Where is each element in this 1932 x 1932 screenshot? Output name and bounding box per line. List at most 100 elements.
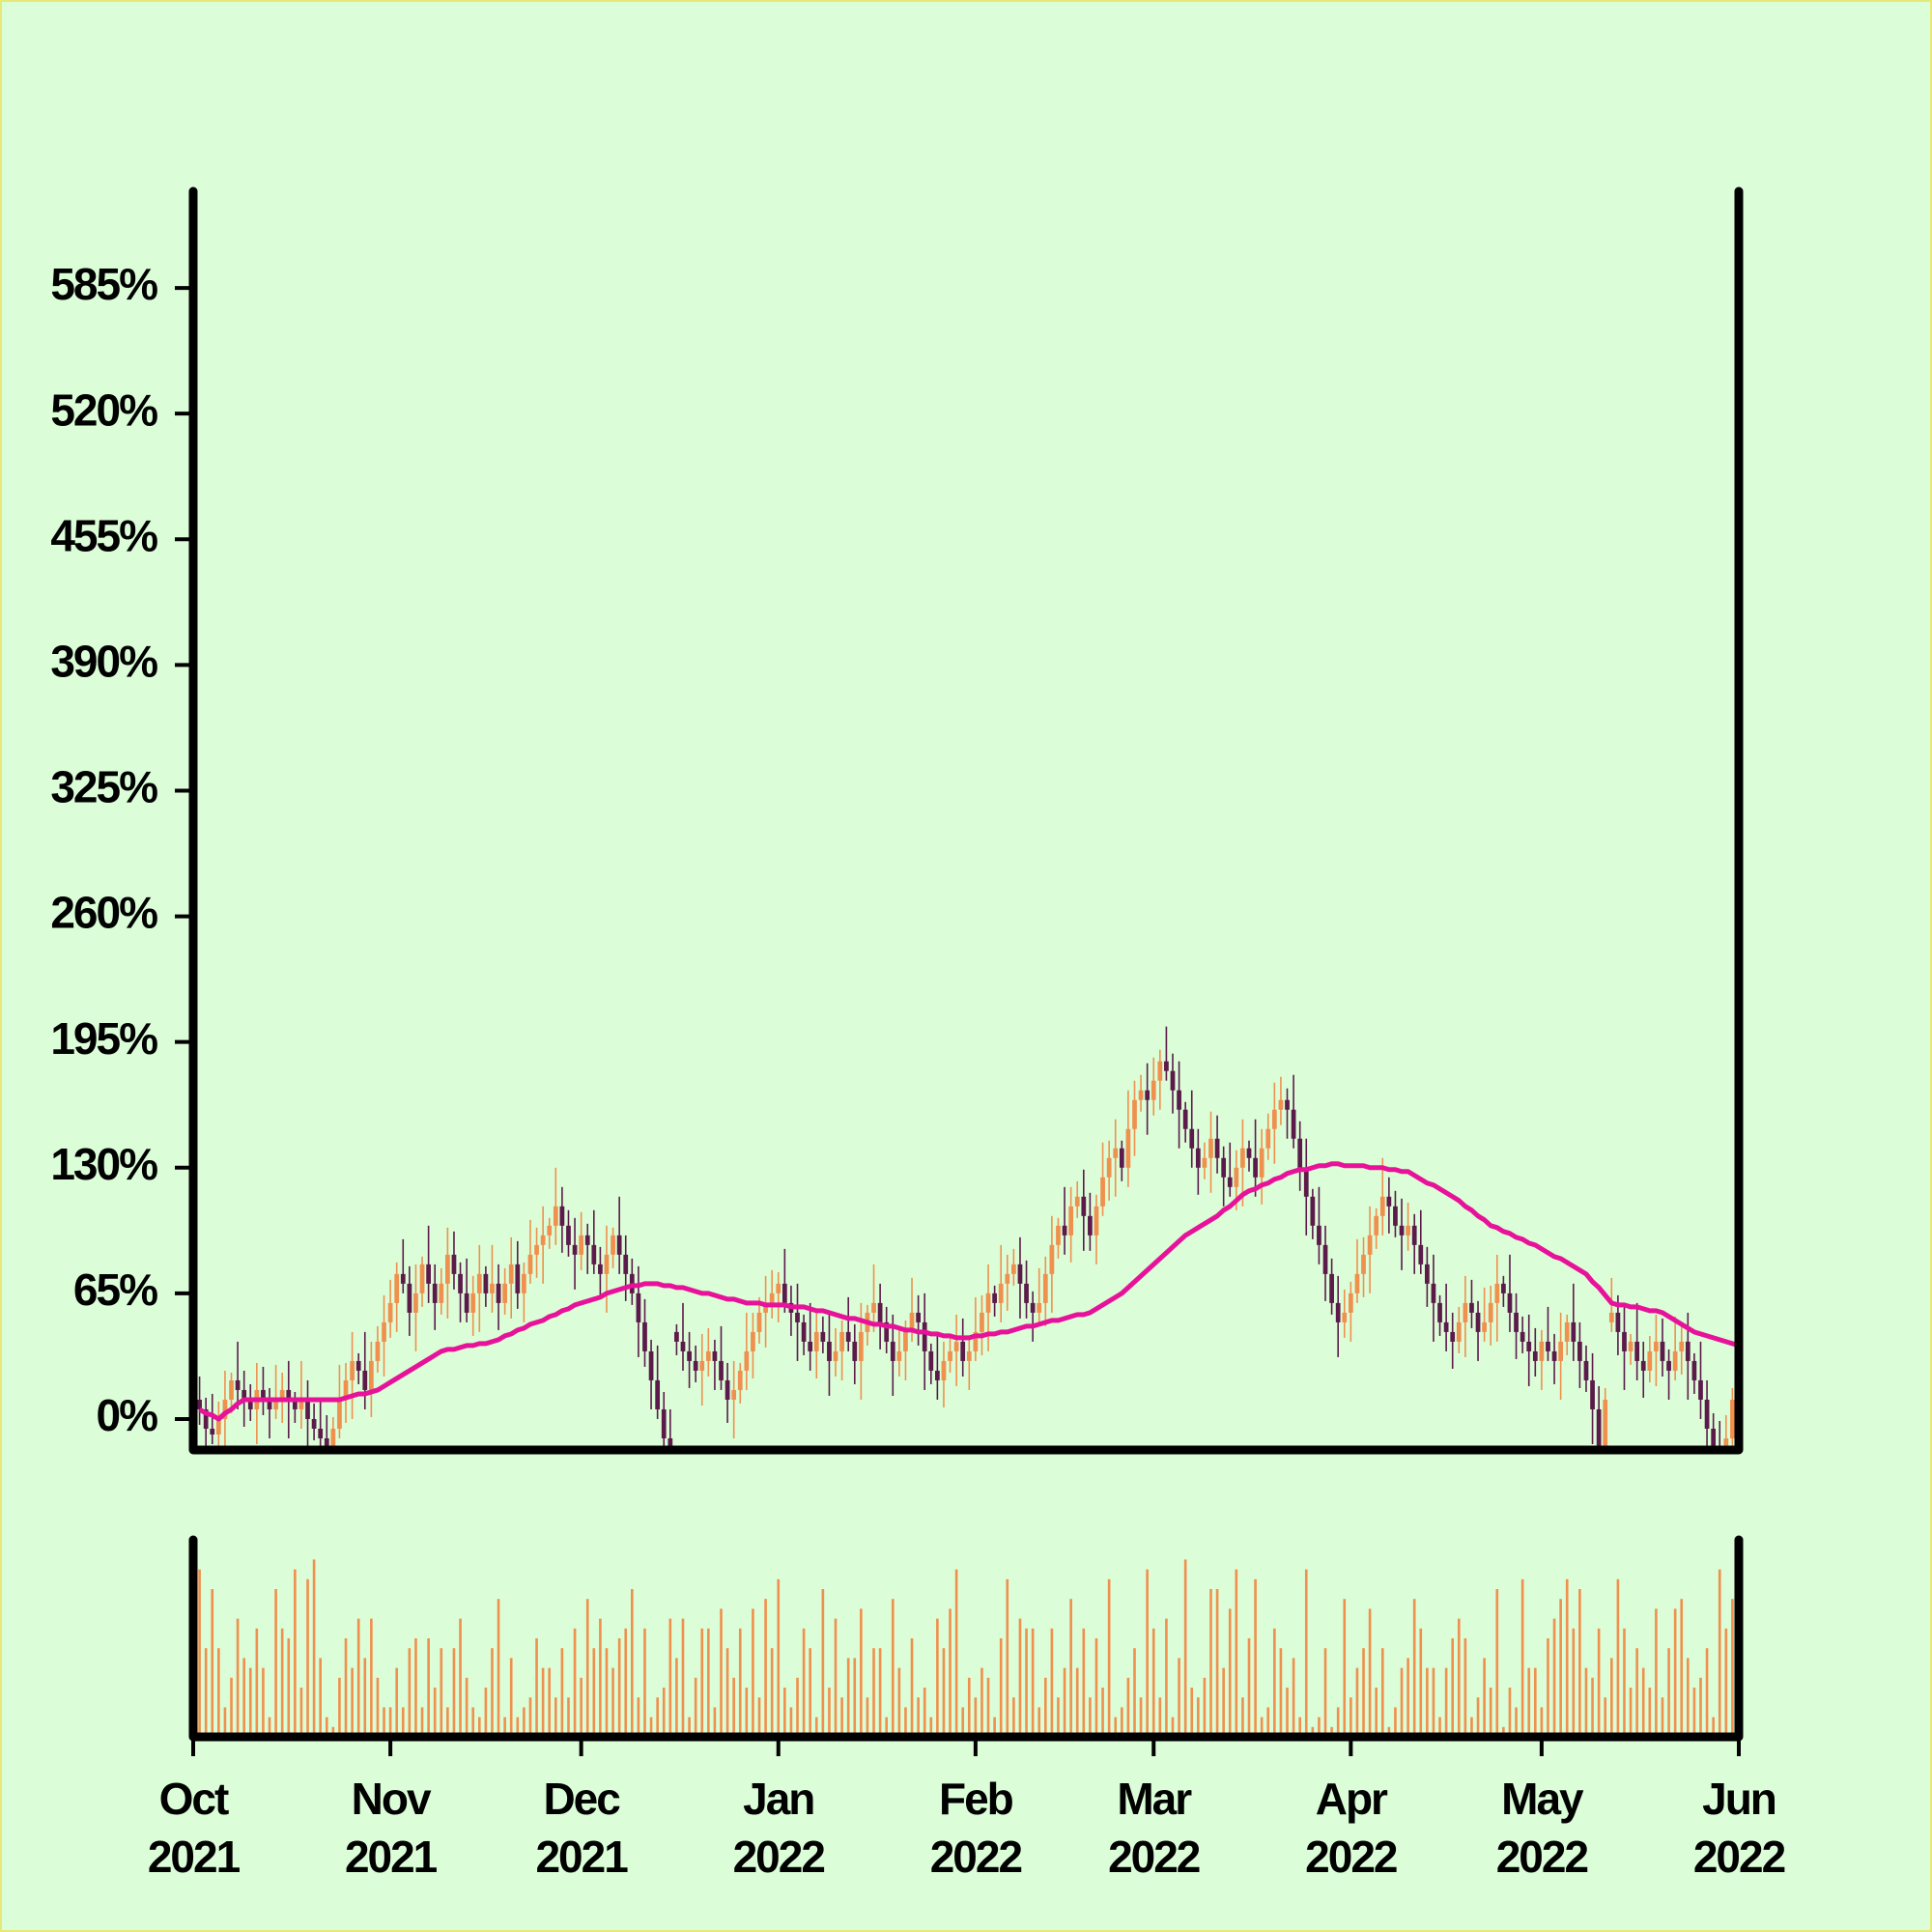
volume-bar <box>904 1707 907 1737</box>
candle-body <box>508 1264 514 1284</box>
candle-body <box>1164 1061 1169 1071</box>
volume-bar <box>974 1697 978 1737</box>
volume-bar <box>230 1677 233 1737</box>
candle-body <box>540 1235 546 1245</box>
candle-body <box>655 1379 661 1409</box>
candle-body <box>808 1341 813 1351</box>
volume-bar <box>1712 1717 1715 1737</box>
candle-body <box>890 1341 895 1361</box>
volume-bar <box>1515 1707 1518 1737</box>
volume-bar <box>1527 1667 1531 1737</box>
candle-body <box>724 1379 730 1400</box>
volume-bar <box>363 1658 367 1737</box>
candle-body <box>1042 1273 1048 1303</box>
volume-bar <box>1629 1688 1633 1737</box>
candle-body <box>1151 1080 1156 1100</box>
y-tick-label: 130% <box>50 1139 157 1189</box>
volume-bar <box>1094 1638 1098 1737</box>
volume-bar <box>312 1559 316 1737</box>
volume-bar <box>897 1667 901 1737</box>
y-tick-label: 455% <box>50 510 157 560</box>
volume-bar <box>376 1677 380 1737</box>
volume-bar <box>1489 1688 1492 1737</box>
volume-bar <box>1146 1569 1149 1737</box>
candle-body <box>642 1321 647 1351</box>
volume-bar <box>675 1658 678 1737</box>
candle-body <box>1056 1225 1061 1245</box>
candle-body <box>584 1235 590 1245</box>
candle-body <box>751 1331 755 1351</box>
candle-body <box>242 1389 247 1400</box>
candle-body <box>1608 1312 1614 1322</box>
candle-body <box>318 1428 324 1438</box>
volume-bar <box>1025 1628 1028 1737</box>
candle-body <box>648 1350 654 1380</box>
candle-body <box>1615 1312 1621 1332</box>
volume-bar <box>1609 1658 1613 1737</box>
y-tick-label: 585% <box>50 259 157 309</box>
candle-body <box>1443 1321 1449 1332</box>
volume-bar <box>942 1648 946 1737</box>
candle-body <box>719 1360 724 1380</box>
volume-bar <box>668 1618 672 1737</box>
candle-body <box>400 1273 406 1284</box>
candle-body <box>1539 1341 1545 1361</box>
volume-bar <box>1031 1628 1035 1737</box>
volume-bar <box>1444 1667 1448 1737</box>
candle-body <box>1482 1321 1487 1332</box>
volume-bar <box>1183 1559 1187 1737</box>
candle-body <box>960 1341 966 1361</box>
candle-body <box>476 1273 482 1293</box>
candle-body <box>1723 1437 1729 1450</box>
candle-body <box>355 1360 361 1371</box>
volume-bar <box>993 1717 996 1737</box>
candle-body <box>330 1428 336 1448</box>
volume-bar <box>1209 1589 1212 1737</box>
candle-body <box>1310 1196 1316 1226</box>
volume-bar <box>1565 1578 1569 1737</box>
x-tick-label: Oct 2021 <box>148 1774 241 1882</box>
candle-body <box>896 1350 902 1361</box>
volume-bar <box>592 1648 596 1737</box>
volume-bar <box>1228 1608 1232 1737</box>
volume-bar <box>949 1608 952 1737</box>
candle-body <box>432 1283 438 1303</box>
candle-body <box>668 1437 673 1450</box>
volume-bar <box>1591 1677 1594 1737</box>
volume-bar <box>1483 1658 1486 1737</box>
volume-bar <box>1343 1599 1347 1737</box>
candle-body <box>502 1283 508 1303</box>
volume-bar <box>764 1599 767 1737</box>
candle-body <box>1711 1428 1717 1448</box>
candle-body <box>1113 1148 1119 1158</box>
y-tick-label: 0% <box>97 1390 158 1440</box>
candle-body <box>781 1283 787 1303</box>
volume-bar <box>1222 1667 1225 1737</box>
volume-bar <box>1215 1589 1219 1737</box>
candle-body <box>877 1302 883 1322</box>
volume-bar <box>688 1717 691 1737</box>
volume-bar <box>936 1618 939 1737</box>
volume-bar <box>338 1677 341 1737</box>
volume-bar <box>1330 1726 1333 1737</box>
candle-body <box>744 1350 750 1371</box>
volume-bar <box>1540 1707 1544 1737</box>
volume-bar <box>1578 1589 1581 1737</box>
candle-body <box>731 1389 737 1400</box>
candle-body <box>693 1360 698 1371</box>
volume-bar <box>611 1667 614 1737</box>
volume-bar <box>1126 1677 1130 1737</box>
candle-body <box>948 1350 952 1361</box>
volume-bar <box>585 1599 589 1737</box>
candle-body <box>522 1273 526 1293</box>
volume-bar <box>1705 1648 1709 1737</box>
candle-body <box>1354 1273 1360 1293</box>
candle-body <box>1189 1128 1195 1149</box>
volume-bar <box>1279 1648 1283 1737</box>
candle-body <box>311 1418 317 1429</box>
candle-body <box>1214 1138 1220 1158</box>
candle-body <box>1208 1138 1213 1158</box>
candle-body <box>1234 1167 1239 1187</box>
candle-body <box>1100 1177 1105 1207</box>
volume-bar <box>1520 1578 1524 1737</box>
